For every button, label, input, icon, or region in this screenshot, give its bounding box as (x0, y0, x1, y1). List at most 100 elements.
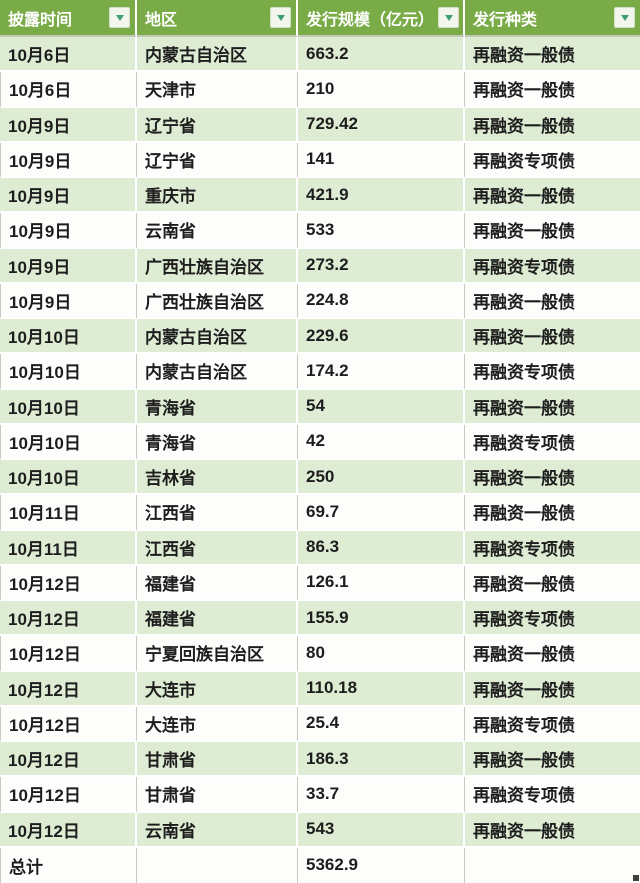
cell-type[interactable]: 再融资一般债 (465, 108, 640, 143)
cell-scale[interactable]: 155.9 (298, 601, 465, 637)
cell-date[interactable]: 10月12日 (0, 777, 137, 813)
cell-region[interactable]: 福建省 (137, 565, 298, 601)
cell-region[interactable]: 辽宁省 (137, 107, 298, 143)
column-header-date[interactable]: 披露时间 (0, 0, 137, 37)
cell-type[interactable]: 再融资一般债 (465, 178, 640, 214)
cell-region[interactable]: 大连市 (137, 671, 298, 707)
cell-date[interactable]: 10月12日 (0, 742, 137, 778)
cell-type[interactable]: 再融资一般债 (465, 636, 640, 672)
cell-region[interactable]: 甘肃省 (137, 742, 298, 778)
cell-region[interactable]: 广西壮族自治区 (137, 248, 298, 284)
cell-type[interactable]: 再融资专项债 (465, 354, 640, 390)
cell-scale[interactable]: 69.7 (298, 495, 465, 531)
cell-date[interactable]: 10月12日 (0, 636, 137, 672)
total-region-empty-cell[interactable] (137, 847, 298, 883)
cell-date[interactable]: 10月10日 (0, 460, 137, 496)
cell-scale[interactable]: 421.9 (298, 178, 465, 214)
cell-scale[interactable]: 273.2 (298, 248, 465, 284)
column-header-type[interactable]: 发行种类 (465, 0, 640, 37)
cell-type[interactable]: 再融资专项债 (465, 601, 640, 637)
cell-type[interactable]: 再融资一般债 (465, 37, 640, 73)
cell-type[interactable]: 再融资一般债 (465, 495, 640, 531)
cell-scale[interactable]: 174.2 (298, 354, 465, 390)
fill-handle[interactable] (633, 875, 639, 881)
cell-region[interactable]: 宁夏回族自治区 (137, 636, 298, 672)
cell-scale[interactable]: 86.3 (298, 530, 465, 566)
cell-region[interactable]: 重庆市 (137, 178, 298, 214)
cell-region[interactable]: 大连市 (137, 706, 298, 742)
cell-date[interactable]: 10月6日 (0, 37, 137, 73)
cell-date[interactable]: 10月12日 (0, 565, 137, 601)
filter-dropdown-button-date[interactable] (109, 7, 130, 28)
cell-region[interactable]: 内蒙古自治区 (137, 319, 298, 355)
cell-date[interactable]: 10月12日 (0, 671, 137, 707)
cell-date[interactable]: 10月12日 (0, 706, 137, 742)
cell-date[interactable]: 10月6日 (0, 72, 137, 108)
cell-type[interactable]: 再融资一般债 (465, 72, 640, 108)
cell-type[interactable]: 再融资一般债 (465, 460, 640, 496)
cell-date[interactable]: 10月12日 (0, 812, 137, 848)
cell-date[interactable]: 10月10日 (0, 424, 137, 460)
cell-date[interactable]: 10月9日 (0, 178, 137, 214)
cell-region[interactable]: 内蒙古自治区 (137, 37, 298, 73)
cell-scale[interactable]: 229.6 (298, 319, 465, 355)
cell-scale[interactable]: 141 (298, 142, 465, 178)
column-header-region[interactable]: 地区 (137, 0, 298, 37)
cell-region[interactable]: 青海省 (137, 389, 298, 425)
cell-type[interactable]: 再融资一般债 (465, 319, 640, 355)
cell-type[interactable]: 再融资专项债 (465, 249, 640, 284)
cell-region[interactable]: 云南省 (137, 812, 298, 848)
cell-type[interactable]: 再融资一般债 (465, 284, 640, 319)
cell-scale[interactable]: 543 (298, 812, 465, 848)
total-label-cell[interactable]: 总计 (0, 847, 137, 883)
cell-date[interactable]: 10月9日 (0, 283, 137, 319)
cell-scale[interactable]: 126.1 (298, 565, 465, 601)
cell-scale[interactable]: 224.8 (298, 283, 465, 319)
cell-date[interactable]: 10月9日 (0, 213, 137, 249)
cell-type[interactable]: 再融资一般债 (465, 213, 640, 249)
cell-scale[interactable]: 663.2 (298, 37, 465, 73)
cell-type[interactable]: 再融资专项债 (465, 425, 640, 460)
cell-date[interactable]: 10月9日 (0, 142, 137, 178)
cell-date[interactable]: 10月9日 (0, 107, 137, 143)
cell-region[interactable]: 云南省 (137, 213, 298, 249)
cell-scale[interactable]: 110.18 (298, 671, 465, 707)
cell-scale[interactable]: 210 (298, 72, 465, 108)
cell-date[interactable]: 10月10日 (0, 319, 137, 355)
cell-region[interactable]: 江西省 (137, 495, 298, 531)
cell-scale[interactable]: 33.7 (298, 777, 465, 813)
cell-scale[interactable]: 186.3 (298, 742, 465, 778)
cell-date[interactable]: 10月11日 (0, 495, 137, 531)
total-type-empty-cell[interactable] (465, 848, 640, 883)
cell-type[interactable]: 再融资一般债 (465, 566, 640, 601)
cell-date[interactable]: 10月11日 (0, 530, 137, 566)
cell-region[interactable]: 辽宁省 (137, 142, 298, 178)
cell-region[interactable]: 广西壮族自治区 (137, 283, 298, 319)
filter-dropdown-button-type[interactable] (614, 7, 635, 28)
column-header-scale[interactable]: 发行规模（亿元） (298, 0, 465, 37)
cell-scale[interactable]: 54 (298, 389, 465, 425)
cell-type[interactable]: 再融资专项债 (465, 531, 640, 566)
cell-type[interactable]: 再融资专项债 (465, 707, 640, 742)
cell-region[interactable]: 青海省 (137, 424, 298, 460)
cell-scale[interactable]: 533 (298, 213, 465, 249)
cell-scale[interactable]: 42 (298, 424, 465, 460)
cell-scale[interactable]: 25.4 (298, 706, 465, 742)
cell-region[interactable]: 内蒙古自治区 (137, 354, 298, 390)
cell-region[interactable]: 江西省 (137, 530, 298, 566)
cell-date[interactable]: 10月10日 (0, 389, 137, 425)
cell-scale[interactable]: 80 (298, 636, 465, 672)
cell-region[interactable]: 福建省 (137, 601, 298, 637)
filter-dropdown-button-region[interactable] (270, 7, 291, 28)
cell-scale[interactable]: 250 (298, 460, 465, 496)
cell-date[interactable]: 10月9日 (0, 248, 137, 284)
total-scale-cell[interactable]: 5362.9 (298, 847, 465, 883)
cell-date[interactable]: 10月10日 (0, 354, 137, 390)
cell-scale[interactable]: 729.42 (298, 107, 465, 143)
cell-region[interactable]: 吉林省 (137, 460, 298, 496)
cell-type[interactable]: 再融资专项债 (465, 777, 640, 813)
filter-dropdown-button-scale[interactable] (438, 7, 460, 28)
cell-region[interactable]: 甘肃省 (137, 777, 298, 813)
cell-type[interactable]: 再融资一般债 (465, 742, 640, 778)
cell-type[interactable]: 再融资一般债 (465, 672, 640, 707)
